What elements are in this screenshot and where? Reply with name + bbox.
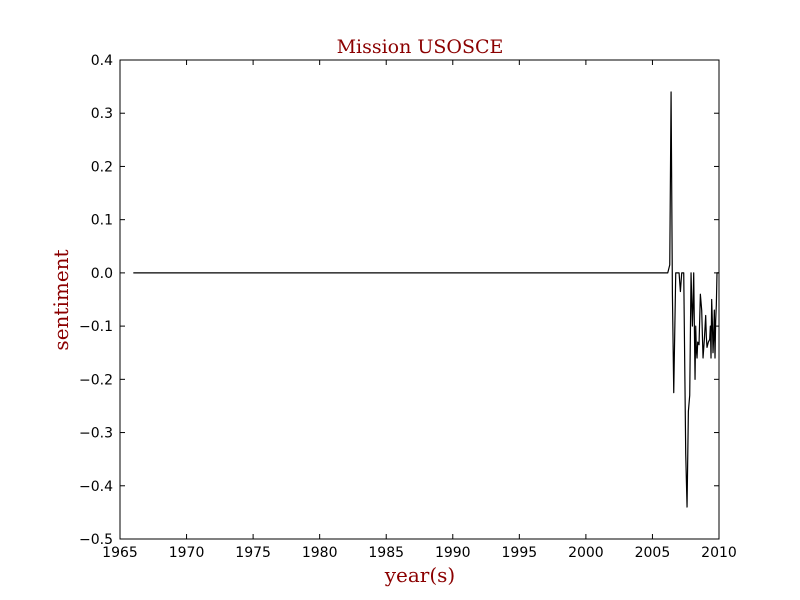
y-axis-ticks: 0.4 0.3 0.2 0.1 0.0 −0.1 −0.2 −0.3 −0.4 −0.5 — [79, 53, 719, 548]
y-tick-label: −0.5 — [79, 532, 113, 548]
y-tick-label: 0.3 — [91, 106, 113, 122]
x-tick-label: 1965 — [102, 545, 138, 561]
x-tick-label: 1970 — [169, 545, 205, 561]
plot-frame — [119, 59, 720, 540]
x-tick-label: 1985 — [368, 545, 404, 561]
y-tick-label: −0.1 — [79, 319, 113, 335]
y-axis-label: sentiment — [49, 249, 73, 350]
series-line — [133, 91, 719, 508]
y-tick-label: 0.1 — [91, 213, 113, 229]
x-tick-label: 1975 — [235, 545, 271, 561]
x-tick-label: 1995 — [502, 545, 538, 561]
x-tick-label: 2005 — [635, 545, 671, 561]
y-tick-label: 0.0 — [91, 266, 113, 282]
y-tick-label: 0.2 — [91, 159, 113, 175]
x-tick-label: 2000 — [568, 545, 604, 561]
x-tick-label: 1990 — [435, 545, 471, 561]
x-tick-label: 1980 — [302, 545, 338, 561]
chart-title: Mission USOSCE — [337, 36, 504, 58]
x-axis-ticks: 1965 1970 1975 1980 1985 1990 1995 2000 2005 2010 — [102, 60, 737, 561]
y-tick-label: −0.2 — [79, 372, 113, 388]
y-tick-label: −0.4 — [79, 479, 113, 495]
y-tick-label: 0.4 — [91, 53, 113, 69]
x-axis-label: year(s) — [384, 563, 456, 587]
y-tick-label: −0.3 — [79, 426, 113, 442]
plot-area — [133, 91, 719, 508]
x-tick-label: 2010 — [701, 545, 737, 561]
